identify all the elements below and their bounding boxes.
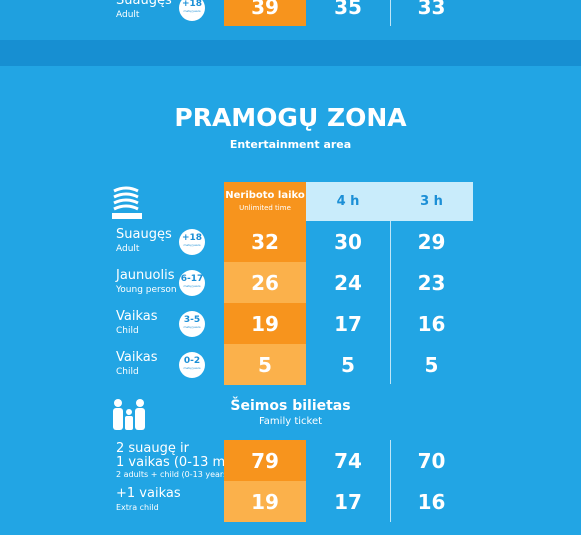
- row-label: 2 suaugę ir: [116, 441, 189, 456]
- price: 33: [417, 0, 446, 19]
- price: 19: [224, 303, 306, 344]
- header-cell: [224, 182, 306, 221]
- divider: [390, 0, 391, 26]
- family-title: Šeimos bilietas: [230, 398, 351, 414]
- header-label: Neriboto laiko: [225, 190, 305, 201]
- badge-text: +18: [181, 232, 203, 243]
- header-sublabel: Unlimited time: [239, 204, 291, 212]
- row-label: Suaugęs: [116, 0, 172, 8]
- price: 70: [417, 448, 446, 473]
- price: 16: [417, 489, 446, 514]
- price: 17: [334, 311, 362, 336]
- badge-sub: metų/years: [183, 9, 201, 13]
- band: [0, 40, 581, 66]
- divider: [390, 221, 391, 384]
- row-sublabel: Adult: [116, 243, 140, 254]
- family-subtitle: Family ticket: [258, 416, 323, 427]
- badge-sub: metų/years: [183, 242, 201, 247]
- row-sublabel: Adult: [116, 10, 140, 20]
- badge-sub: metų/years: [183, 365, 201, 370]
- section-title: PRAMOGŲ ZONA: [174, 103, 407, 132]
- price: 5: [224, 344, 306, 385]
- header-cell: [306, 182, 390, 221]
- price: 19: [224, 481, 306, 522]
- badge: [179, 310, 205, 337]
- price: 24: [334, 270, 362, 295]
- price: 30: [334, 229, 362, 254]
- badge: [179, 351, 205, 378]
- row-label: Suaugęs: [116, 226, 172, 242]
- price: 79: [224, 440, 306, 481]
- row-sublabel: Child: [116, 366, 139, 377]
- row-sublabel: Child: [116, 325, 139, 336]
- badge: [179, 269, 205, 296]
- price: 5: [424, 352, 439, 377]
- row-label: Jaunuolis: [116, 267, 175, 283]
- badge: [179, 228, 205, 255]
- row-label: Vaikas: [116, 349, 158, 365]
- section-subtitle: Entertainment area: [229, 138, 352, 151]
- badge-text: 6-17: [180, 273, 204, 284]
- price: 17: [334, 489, 362, 514]
- header-cell: [390, 182, 473, 221]
- row-label: 1 vaikas (0-13 m.): [116, 455, 235, 470]
- divider: [390, 440, 391, 522]
- badge-text: 0-2: [183, 355, 201, 366]
- price: 35: [334, 0, 362, 19]
- row-label: +1 vaikas: [116, 486, 181, 501]
- badge: [179, 0, 205, 21]
- price: 16: [417, 311, 446, 336]
- price: 5: [341, 352, 355, 377]
- row-label: Vaikas: [116, 308, 158, 324]
- header-label: 4 h: [336, 194, 360, 209]
- badge-text: +18: [181, 0, 203, 9]
- price: 23: [417, 270, 446, 295]
- price: 26: [224, 262, 306, 303]
- row-sublabel: 2 adults + child (0-13 years): [116, 470, 231, 479]
- price: 29: [417, 229, 446, 254]
- header-label: 3 h: [420, 194, 443, 209]
- badge-sub: metų/years: [183, 283, 201, 288]
- price: 74: [334, 448, 362, 473]
- price: 32: [224, 221, 306, 262]
- family-icon: [113, 399, 145, 430]
- badge-text: 3-5: [183, 314, 201, 325]
- row-sublabel: Young person: [116, 284, 177, 295]
- wristband-icon: [112, 186, 142, 219]
- badge-sub: metų/years: [183, 324, 201, 329]
- row-sublabel: Extra child: [116, 503, 159, 512]
- price: 39: [224, 0, 306, 26]
